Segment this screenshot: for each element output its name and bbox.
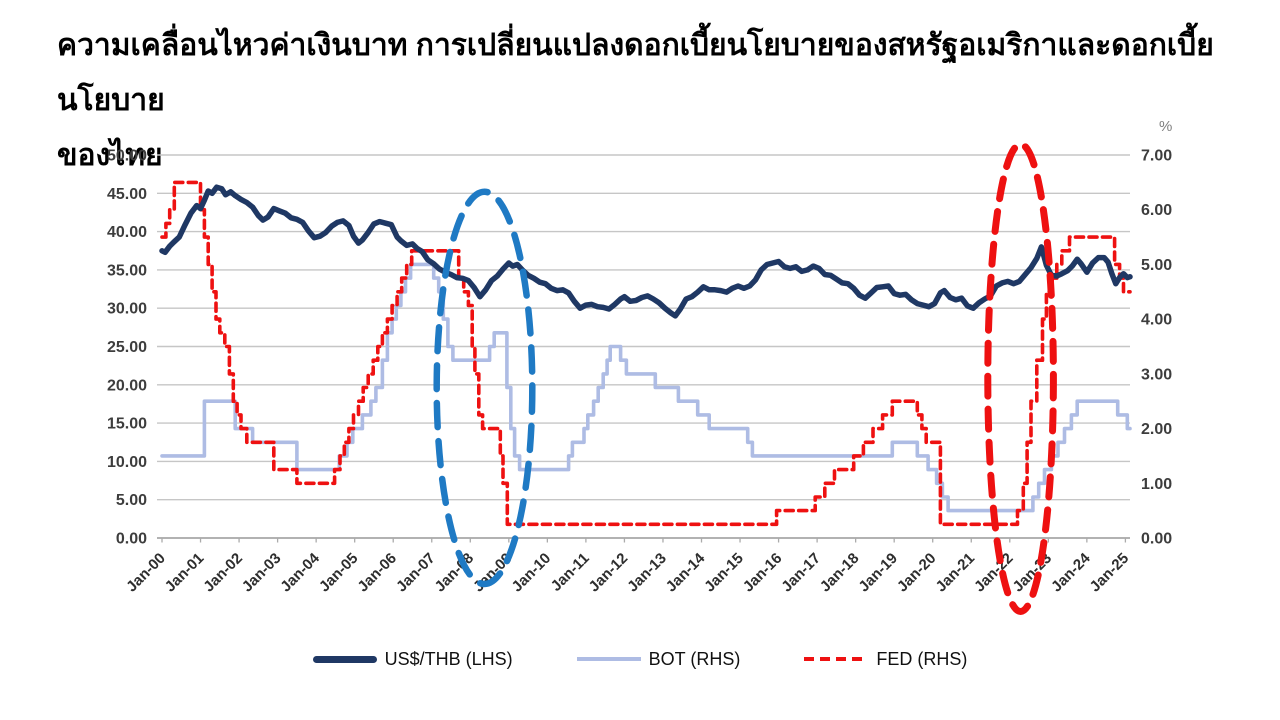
right-tick-label: 6.00	[1141, 202, 1172, 219]
fed-line-swatch	[804, 656, 869, 662]
series-fed-rhs-	[160, 180, 1132, 527]
x-tick-label: Jan-07	[393, 550, 439, 596]
highlight-2008-09-ellipse	[433, 188, 536, 588]
left-tick-label: 40.00	[107, 224, 147, 241]
x-tick-label: Jan-06	[354, 550, 400, 596]
right-tick-label: 7.00	[1141, 148, 1172, 165]
right-tick-label: 0.00	[1141, 531, 1172, 548]
x-tick-label: Jan-24	[1048, 549, 1094, 595]
right-tick-label: 1.00	[1141, 476, 1172, 493]
x-tick-label: Jan-13	[624, 550, 670, 596]
x-tick-label: Jan-04	[277, 549, 323, 595]
x-tick-label: Jan-12	[586, 550, 632, 596]
chart-title-line1: ความเคลื่อนไหวค่าเงินบาท การเปลี่ยนแปลงด…	[57, 29, 1214, 117]
legend-label-usdthb: US$/THB (LHS)	[384, 648, 513, 669]
bot-line-swatch	[576, 657, 641, 661]
x-tick-label: Jan-00	[123, 550, 169, 596]
left-tick-label: 25.00	[107, 339, 147, 356]
x-tick-label: Jan-15	[701, 550, 747, 596]
left-tick-label: 30.00	[107, 301, 147, 318]
x-tick-label: Jan-17	[778, 550, 824, 596]
left-tick-label: 5.00	[116, 492, 147, 509]
legend-item-bot: BOT (RHS)	[576, 648, 741, 670]
chart-title: ความเคลื่อนไหวค่าเงินบาท การเปลี่ยนแปลงด…	[57, 18, 1247, 183]
x-tick-label: Jan-20	[894, 550, 940, 596]
x-axis: Jan-00Jan-01Jan-02Jan-03Jan-04Jan-05Jan-…	[123, 537, 1133, 596]
right-tick-label: 2.00	[1141, 421, 1172, 438]
left-axis-labels: 50.00 45.00 40.00 35.00 30.00 25.00 20.00 15.00…	[107, 148, 147, 548]
right-tick-label: 5.00	[1141, 257, 1172, 274]
series-us-thb-lhs-	[159, 184, 1133, 319]
left-tick-label: 10.00	[107, 454, 147, 471]
x-tick-label: Jan-18	[817, 550, 863, 596]
legend-item-usdthb: US$/THB (LHS)	[312, 648, 513, 670]
x-tick-label: Jan-05	[316, 550, 362, 596]
x-tick-label: Jan-21	[932, 550, 978, 596]
x-tick-label: Jan-14	[663, 549, 709, 595]
x-tick-label: Jan-19	[855, 550, 901, 596]
x-tick-label: Jan-02	[200, 550, 246, 596]
x-tick-label: Jan-10	[509, 550, 555, 596]
legend-item-fed: FED (RHS)	[804, 649, 967, 670]
gridlines	[157, 154, 1130, 539]
x-tick-label: Jan-03	[239, 550, 285, 596]
x-tick-label: Jan-25	[1087, 550, 1133, 596]
right-axis-unit: %	[1159, 118, 1172, 135]
x-tick-label: Jan-01	[162, 550, 208, 596]
right-tick-label: 4.00	[1141, 312, 1172, 329]
chart-legend: US$/THB (LHS) BOT (RHS) FED (RHS)	[0, 642, 1280, 676]
right-axis-labels: 7.00 6.00 5.00 4.00 3.00 2.00 1.00 0.00%	[1141, 118, 1172, 548]
x-tick-label: Jan-11	[548, 550, 593, 595]
left-tick-label: 0.00	[116, 531, 147, 548]
legend-label-bot: BOT (RHS)	[648, 648, 741, 669]
left-tick-label: 35.00	[107, 262, 147, 279]
highlight-2022-23-ellipse	[984, 140, 1057, 615]
left-tick-label: 20.00	[107, 377, 147, 394]
left-tick-label: 15.00	[107, 416, 147, 433]
x-tick-label: Jan-16	[740, 550, 786, 596]
left-tick-label: 45.00	[107, 186, 147, 203]
legend-label-fed: FED (RHS)	[876, 648, 968, 669]
left-tick-label: 50.00	[107, 148, 147, 165]
right-tick-label: 3.00	[1141, 366, 1172, 383]
chart-title-line2: ของไทย	[57, 139, 163, 172]
usdthb-line-swatch	[312, 655, 377, 663]
